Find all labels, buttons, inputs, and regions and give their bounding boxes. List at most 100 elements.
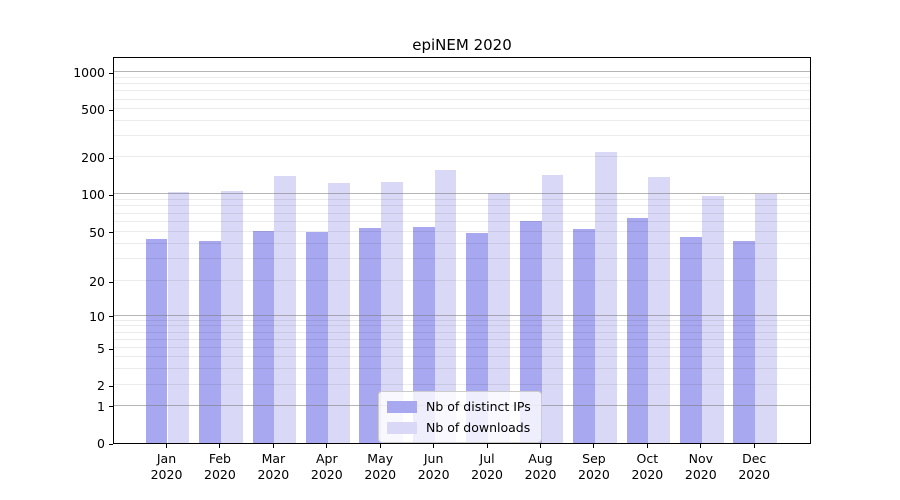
x-tick-label-sep: Sep 2020 (578, 451, 610, 482)
x-tick-mark-sep (593, 444, 595, 448)
y-tick-mark-5 (109, 348, 113, 350)
gridline-minor-3 (114, 367, 810, 369)
x-tick-mark-may (379, 444, 381, 448)
gridline-minor-4 (114, 356, 810, 358)
y-tick-mark-1 (109, 406, 113, 408)
chart-title: epiNEM 2020 (412, 36, 512, 54)
y-tick-label-1: 1 (97, 398, 105, 414)
bars-layer (114, 58, 810, 443)
gridline-minor-8 (114, 325, 810, 327)
y-tick-label-10: 10 (89, 308, 105, 324)
bar-downloads-mar (274, 176, 297, 443)
x-tick-mark-feb (219, 444, 221, 448)
y-tick-label-5: 5 (97, 341, 105, 357)
gridline-minor-6 (114, 338, 810, 340)
y-tick-label-50: 50 (89, 224, 105, 240)
y-tick-mark-200 (109, 157, 113, 159)
legend-row-downloads: Nb of downloads (387, 419, 531, 436)
bar-downloads-nov (701, 195, 724, 443)
gridline-minor-300 (114, 135, 810, 137)
x-tick-mark-aug (540, 444, 541, 448)
x-tick-label-may: May 2020 (364, 451, 397, 482)
gridline-minor-60 (114, 220, 810, 222)
y-tick-mark-500 (109, 109, 113, 111)
y-tick-label-1000: 1000 (73, 65, 105, 81)
legend-swatch-downloads (387, 421, 417, 434)
legend-row-distinct-ips: Nb of distinct IPs (387, 398, 531, 415)
gridline-minor-600 (114, 98, 810, 100)
y-tick-label-0: 0 (97, 436, 105, 451)
grid-layer (114, 58, 810, 443)
bar-ips-nov (680, 237, 702, 443)
y-tick-mark-10 (109, 316, 113, 318)
x-tick-mark-mar (272, 444, 274, 448)
plot-area: Nb of distinct IPs Nb of downloads (113, 57, 811, 444)
gridline-minor-2 (114, 384, 810, 385)
bar-ips-jul (466, 232, 489, 443)
bar-downloads-feb (220, 191, 243, 443)
x-tick-label-mar: Mar 2020 (257, 451, 290, 482)
bar-downloads-may (381, 181, 404, 443)
bar-ips-jun (412, 226, 435, 443)
x-tick-mark-dec (753, 444, 755, 448)
gridline-minor-90 (114, 199, 810, 200)
gridline-minor-5 (114, 347, 810, 349)
legend: Nb of distinct IPs Nb of downloads (378, 391, 542, 443)
gridline-minor-200 (114, 156, 810, 158)
x-tick-mark-apr (326, 444, 328, 448)
y-tick-label-100: 100 (81, 187, 105, 203)
x-tick-label-feb: Feb 2020 (204, 451, 236, 482)
y-tick-mark-1000 (109, 72, 113, 74)
legend-swatch-ips (387, 400, 417, 413)
y-tick-label-2: 2 (97, 378, 105, 393)
bar-downloads-apr (327, 183, 350, 443)
y-tick-mark-50 (109, 232, 113, 234)
bar-downloads-dec (755, 194, 778, 443)
gridline-minor-7 (114, 331, 810, 333)
bar-downloads-sep (594, 151, 617, 443)
bar-downloads-jul (488, 193, 510, 443)
x-tick-label-apr: Apr 2020 (310, 451, 343, 482)
gridline-minor-20 (114, 280, 810, 282)
legend-label-downloads: Nb of downloads (426, 420, 531, 435)
gridline-minor-9 (114, 319, 810, 321)
x-tick-label-oct: Oct 2020 (631, 451, 664, 482)
bar-downloads-jan (167, 192, 190, 443)
gridline-minor-30 (114, 258, 810, 260)
gridline-minor-700 (114, 90, 810, 92)
bar-downloads-jun (434, 169, 457, 443)
bar-ips-mar (252, 230, 275, 443)
bar-ips-may (359, 227, 382, 443)
x-tick-label-jun: Jun 2020 (417, 451, 450, 482)
x-tick-label-jul: Jul 2020 (471, 451, 503, 482)
bar-ips-aug (519, 221, 542, 443)
x-tick-mark-nov (700, 444, 702, 448)
gridline-minor-50 (114, 230, 810, 232)
bar-ips-oct (626, 217, 649, 443)
gridline-minor-400 (114, 120, 810, 121)
bar-ips-dec (733, 241, 756, 443)
gridline-major-100 (114, 193, 810, 195)
gridline-major-10 (114, 314, 810, 316)
bar-ips-apr (305, 231, 328, 443)
gridline-minor-80 (114, 205, 810, 207)
bar-downloads-oct (648, 176, 671, 443)
x-tick-label-dec: Dec 2020 (738, 451, 771, 482)
y-tick-label-20: 20 (89, 274, 105, 290)
bar-ips-jan (145, 238, 168, 443)
gridline-minor-40 (114, 242, 810, 244)
y-tick-label-500: 500 (81, 102, 105, 118)
gridline-major-1000 (114, 71, 810, 73)
x-tick-label-jan: Jan 2020 (150, 451, 183, 482)
y-tick-mark-0 (109, 443, 113, 445)
gridline-minor-900 (114, 76, 810, 78)
x-tick-mark-oct (646, 444, 648, 448)
x-tick-mark-jun (433, 444, 435, 448)
legend-label-distinct-ips: Nb of distinct IPs (426, 399, 531, 414)
x-tick-label-aug: Aug 2020 (524, 451, 557, 482)
bar-downloads-aug (541, 174, 564, 443)
y-tick-mark-20 (109, 281, 113, 283)
x-tick-mark-jan (166, 444, 167, 448)
x-tick-label-nov: Nov 2020 (684, 451, 717, 482)
